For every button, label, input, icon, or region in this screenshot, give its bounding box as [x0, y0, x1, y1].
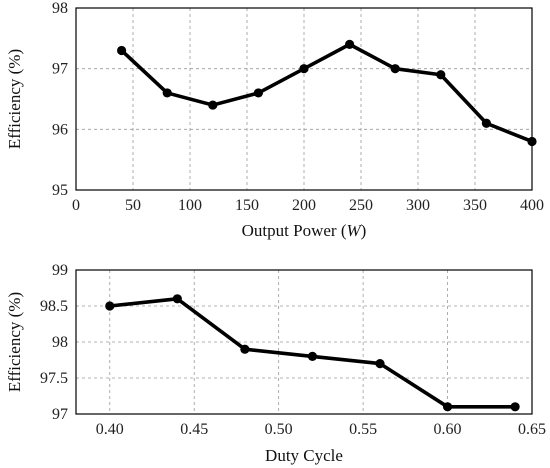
x-tick-label: 200	[292, 197, 316, 214]
x-tick-label: 400	[520, 197, 544, 214]
y-tick-label: 97.5	[40, 370, 68, 387]
data-points	[105, 294, 520, 412]
x-axis-title-text: Output Power (	[242, 221, 347, 240]
data-point	[172, 294, 182, 304]
grid	[76, 270, 532, 414]
x-tick-label: 0.65	[518, 421, 546, 438]
x-tick-label: 0.55	[349, 421, 377, 438]
x-tick-labels: 0 50 100 150 200 250 300 350 400	[72, 197, 544, 214]
x-tick-label: 0	[72, 197, 80, 214]
x-axis-title-close: )	[361, 221, 367, 240]
data-point	[442, 402, 453, 412]
y-tick-label: 98	[52, 0, 68, 17]
y-tick-label: 99	[52, 262, 68, 279]
data-point	[253, 88, 263, 98]
data-point	[375, 359, 385, 369]
data-point	[240, 344, 250, 354]
data-point	[299, 64, 309, 74]
y-tick-label: 96	[52, 121, 68, 138]
data-point	[105, 301, 115, 311]
x-tick-label: 350	[463, 197, 487, 214]
y-axis-title: Efficiency (%)	[5, 292, 24, 392]
y-axis-title: Efficiency (%)	[5, 49, 24, 149]
x-tick-label: 0.45	[180, 421, 208, 438]
x-tick-label: 100	[178, 197, 202, 214]
x-tick-label: 50	[125, 197, 141, 214]
data-point	[162, 88, 172, 98]
data-point	[208, 100, 218, 110]
x-tick-label: 150	[235, 197, 259, 214]
y-tick-label: 97	[52, 406, 68, 423]
x-tick-label: 0.50	[265, 421, 293, 438]
x-tick-label: 300	[406, 197, 430, 214]
x-tick-label: 0.60	[434, 421, 462, 438]
plot-frame	[75, 7, 533, 191]
x-tick-labels: 0.40 0.45 0.50 0.55 0.60 0.65	[96, 421, 546, 438]
x-axis-title-unit: W	[346, 221, 362, 240]
x-axis-title: Output Power (W)	[242, 221, 367, 240]
chart-efficiency-vs-power: 0 50 100 150 200 250 300 350 400 95 96 97 98 Output…	[5, 0, 544, 240]
series-line	[119, 42, 534, 144]
x-axis-title: Duty Cycle	[265, 446, 343, 465]
plot-frame	[75, 269, 533, 415]
data-point	[390, 64, 400, 74]
data-point	[481, 118, 491, 128]
data-point	[307, 351, 318, 361]
chart-efficiency-vs-duty-cycle: 0.40 0.45 0.50 0.55 0.60 0.65 9797.59898.599 …	[5, 262, 546, 465]
y-tick-label: 98	[52, 334, 68, 351]
data-point	[117, 45, 127, 56]
data-points	[117, 39, 537, 147]
y-tick-labels: 95 96 97 98	[52, 0, 68, 199]
data-point	[510, 402, 520, 412]
data-point	[345, 39, 355, 50]
y-tick-label: 98.5	[40, 298, 68, 315]
x-tick-label: 250	[349, 197, 373, 214]
y-tick-label: 97	[52, 61, 68, 78]
data-point	[436, 70, 446, 80]
y-tick-labels: 97 97.5 98 98.5 99	[40, 262, 68, 423]
y-tick-label: 95	[52, 182, 68, 199]
x-tick-label: 0.40	[96, 421, 124, 438]
